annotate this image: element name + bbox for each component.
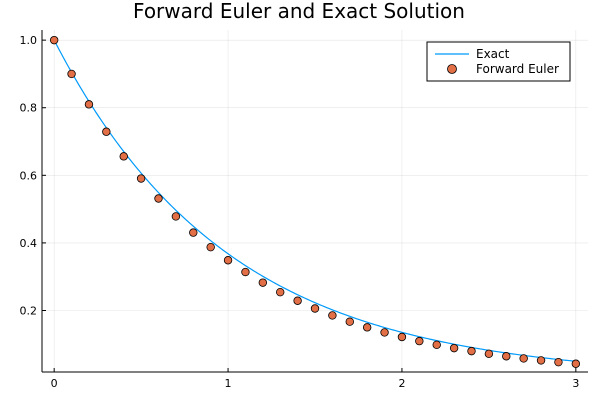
forward-euler-point [449, 343, 459, 353]
series-exact [53, 39, 576, 362]
forward-euler-point [502, 352, 511, 361]
forward-euler-point [258, 278, 268, 287]
forward-euler-point [102, 127, 111, 136]
forward-euler-point [119, 152, 128, 161]
forward-euler-point [467, 346, 476, 356]
exact-line [53, 39, 576, 362]
forward-euler-point [154, 194, 163, 203]
series-forward-euler [49, 35, 581, 368]
forward-euler-point [49, 35, 59, 45]
axes [41, 30, 588, 373]
legend-exact-label: Exact [476, 47, 510, 61]
forward-euler-point [189, 228, 198, 237]
forward-euler-point [554, 357, 563, 367]
forward-euler-point [223, 256, 233, 265]
forward-euler-point [293, 296, 302, 305]
chart-title: Forward Euler and Exact Solution [133, 0, 465, 23]
forward-euler-point [136, 174, 146, 183]
forward-euler-point [415, 336, 424, 346]
forward-euler-point [345, 317, 354, 326]
forward-euler-point [310, 304, 320, 313]
forward-euler-point [84, 100, 94, 109]
y-tick-label: 0.6 [20, 169, 38, 182]
forward-euler-point [571, 359, 581, 368]
forward-euler-point [328, 311, 337, 320]
x-tick-label: 0 [51, 377, 58, 390]
forward-euler-point [519, 354, 528, 363]
x-tick-label: 1 [225, 377, 232, 390]
x-tick-label: 3 [572, 377, 579, 390]
forward-euler-point [432, 340, 441, 349]
forward-euler-point [397, 332, 407, 342]
forward-euler-point [206, 242, 215, 252]
forward-euler-point [362, 323, 372, 332]
y-tick-label: 0.2 [20, 304, 38, 317]
forward-euler-point [484, 349, 494, 359]
forward-euler-point [536, 356, 546, 365]
forward-euler-point [171, 212, 181, 221]
x-tick-label: 2 [398, 377, 405, 390]
y-tick-label: 0.4 [20, 237, 38, 250]
forward-euler-point [276, 287, 285, 297]
y-tick-label: 1.0 [20, 34, 38, 47]
forward-euler-point [67, 69, 76, 79]
y-tick-label: 0.8 [20, 102, 38, 115]
forward-euler-point [241, 267, 250, 277]
legend-euler-label: Forward Euler [476, 62, 559, 76]
ticks: 0 1 2 3 0.2 0.4 0.6 0.8 1.0 [20, 34, 580, 390]
forward-euler-point [380, 328, 389, 337]
legend-euler-swatch [447, 64, 457, 74]
legend-box [426, 41, 571, 82]
